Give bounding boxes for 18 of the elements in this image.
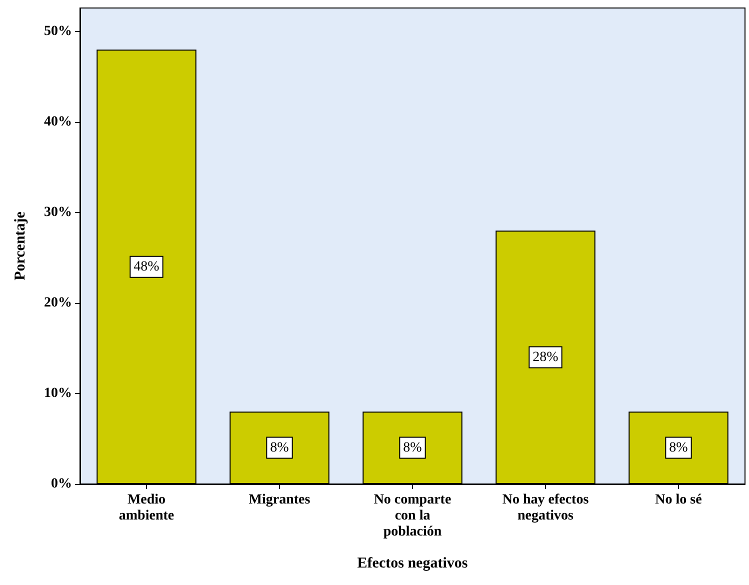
data-label: 8% [403,440,422,456]
data-label: 28% [532,350,559,365]
x-tick-label: Medio ambiente [118,492,174,524]
y-tick-label: 10% [44,386,72,402]
x-tick-label: No comparte con la población [374,492,452,540]
x-tick-label: No lo sé [655,492,702,508]
y-tick-label: 0% [51,476,72,492]
x-tick-label: No hay efectos negativos [502,492,590,524]
y-tick-label: 20% [44,296,72,311]
data-label: 8% [270,440,290,456]
x-axis-title: Efectos negativos [357,556,468,572]
y-axis-title: Porcentaje [12,211,28,280]
data-label: 8% [669,440,688,456]
data-label: 48% [134,259,160,274]
y-tick-label: 40% [44,114,72,130]
x-tick-label: Migrantes [248,492,311,508]
y-tick-label: 30% [44,205,72,220]
y-tick-label: 50% [44,24,72,40]
